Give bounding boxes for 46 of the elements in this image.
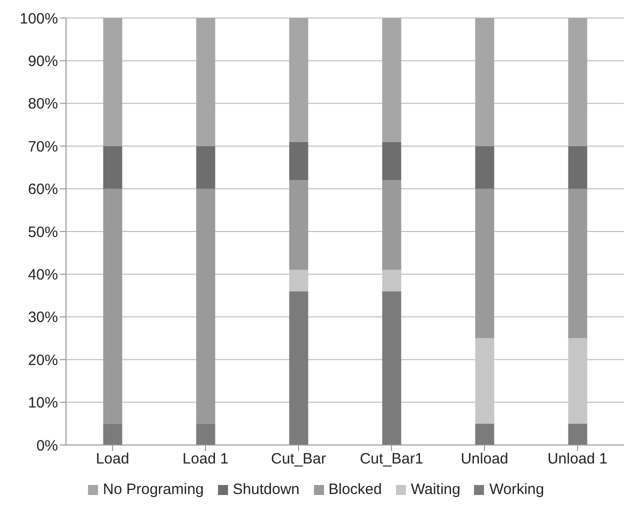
x-tick-label: Unload — [460, 450, 508, 468]
y-tick-label: 80% — [28, 96, 58, 113]
bar — [196, 18, 216, 146]
x-tick-label: Unload 1 — [547, 450, 608, 468]
y-tick-label: 90% — [28, 53, 58, 70]
bar — [382, 180, 402, 270]
bar — [475, 188, 494, 338]
y-tick-label: 70% — [28, 138, 58, 156]
bar — [103, 146, 122, 189]
legend-label: Blocked — [328, 481, 382, 498]
y-tick-label: 50% — [28, 224, 58, 241]
bar — [382, 291, 402, 445]
bar — [289, 291, 308, 445]
y-tick-label: 20% — [28, 352, 58, 369]
y-tick-label: 30% — [28, 309, 58, 326]
bar — [568, 188, 588, 338]
bar — [568, 146, 588, 189]
bar — [196, 188, 216, 424]
legend-label: Waiting — [410, 481, 460, 498]
legend-label: No Programing — [102, 481, 204, 498]
y-tick-label: 10% — [28, 394, 58, 412]
bar — [475, 146, 494, 189]
bar — [196, 424, 216, 445]
x-tick-label: Cut_Bar1 — [360, 450, 424, 468]
bar — [382, 18, 402, 142]
bar — [568, 424, 588, 445]
bar — [382, 142, 402, 180]
bar — [475, 424, 494, 445]
legend-label: Shutdown — [232, 481, 300, 498]
x-tick-label: Load 1 — [182, 450, 228, 468]
y-tick-label: 100% — [20, 10, 58, 28]
x-tick-label: Cut_Bar — [270, 450, 326, 468]
bar — [196, 146, 216, 189]
bar — [103, 188, 122, 424]
bar — [568, 18, 588, 146]
bar — [289, 142, 308, 180]
bar — [289, 180, 308, 270]
legend-label: Working — [489, 481, 544, 498]
bar — [475, 18, 494, 146]
y-tick-label: 40% — [28, 266, 58, 284]
bar — [103, 18, 122, 146]
bar — [103, 424, 122, 445]
y-tick-label: 0% — [36, 437, 58, 454]
y-tick-label: 60% — [28, 181, 58, 198]
x-tick-label: Load — [96, 450, 130, 468]
bar — [289, 18, 308, 142]
